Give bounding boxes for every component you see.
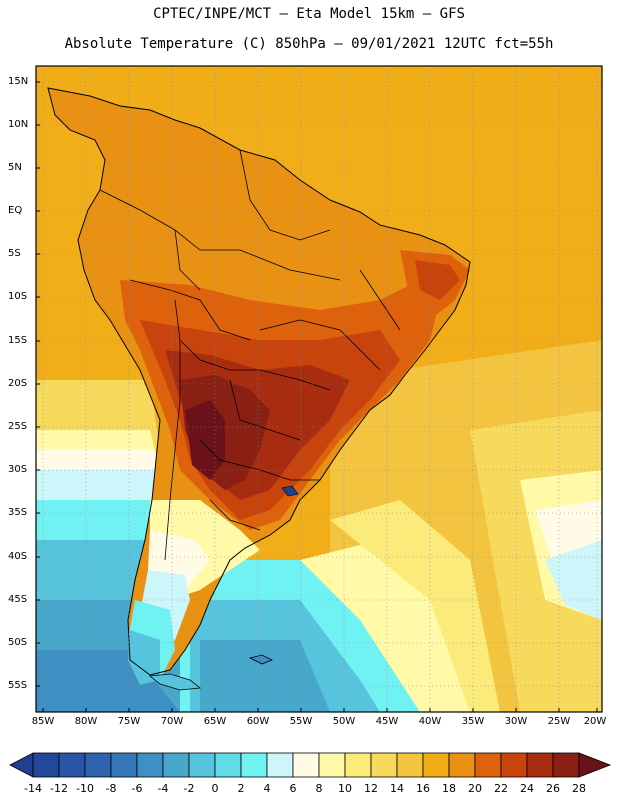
- colorbar-swatch: [162, 752, 190, 778]
- lon-label: 35W: [461, 716, 485, 727]
- colorbar-swatch: [136, 752, 164, 778]
- lon-label: 60W: [246, 716, 270, 727]
- lat-label: 55S: [8, 680, 28, 691]
- lon-label: 65W: [203, 716, 227, 727]
- colorbar-swatch: [500, 752, 528, 778]
- south-ocean-deep: [200, 640, 330, 712]
- colorbar-swatch: [292, 752, 320, 778]
- colorbar-label: -10: [76, 782, 94, 795]
- lat-label: 20S: [8, 378, 28, 389]
- colorbar-label: -4: [157, 782, 169, 795]
- lat-label: EQ: [8, 205, 23, 216]
- ne-brazil-hotter: [415, 260, 460, 300]
- map-frame: [35, 65, 603, 713]
- colorbar-swatch: [526, 752, 554, 778]
- colorbar-label: 2: [237, 782, 245, 795]
- colorbar: [9, 752, 612, 778]
- patagonia-colder: [128, 630, 160, 685]
- south-ocean-yellow: [330, 500, 500, 712]
- colorbar-label: 8: [315, 782, 323, 795]
- colorbar-label: 26: [546, 782, 560, 795]
- lat-label: 40S: [8, 551, 28, 562]
- colorbar-label: 10: [338, 782, 352, 795]
- map-title-line2: Absolute Temperature (C) 850hPa – 09/01/…: [64, 36, 554, 52]
- colorbar-label: 14: [390, 782, 404, 795]
- lat-label: 30S: [8, 464, 28, 475]
- lat-label: 15S: [8, 335, 28, 346]
- lat-label: 10N: [8, 119, 29, 130]
- colorbar-label: 24: [520, 782, 534, 795]
- lat-label: 25S: [8, 421, 28, 432]
- colorbar-label: -12: [50, 782, 68, 795]
- south-atlantic-cyan: [545, 540, 602, 620]
- colorbar-label: 6: [289, 782, 297, 795]
- pacific-deep: [36, 650, 180, 712]
- colorbar-swatch: [370, 752, 398, 778]
- colorbar-left-arrow: [9, 752, 34, 778]
- colorbar-label: -14: [24, 782, 42, 795]
- lon-label: 75W: [117, 716, 141, 727]
- colorbar-swatch: [552, 752, 580, 778]
- lon-label: 40W: [418, 716, 442, 727]
- colorbar-label: 28: [572, 782, 586, 795]
- colorbar-swatch: [58, 752, 86, 778]
- lon-label: 20W: [583, 716, 607, 727]
- lon-label: 25W: [547, 716, 571, 727]
- colorbar-swatch: [474, 752, 502, 778]
- lat-label: 15N: [8, 76, 29, 87]
- lat-label: 45S: [8, 594, 28, 605]
- colorbar-right-arrow: [578, 752, 612, 778]
- colorbar-label: 16: [416, 782, 430, 795]
- lagoa-dos-patos: [281, 485, 299, 497]
- lat-label: 50S: [8, 637, 28, 648]
- colorbar-label: 4: [263, 782, 271, 795]
- lon-label: 70W: [160, 716, 184, 727]
- lat-label: 5N: [8, 162, 22, 173]
- tierra-del-fuego: [148, 673, 202, 691]
- colorbar-swatch: [422, 752, 450, 778]
- lon-label: 50W: [332, 716, 356, 727]
- colorbar-label: -2: [183, 782, 195, 795]
- lat-label: 35S: [8, 507, 28, 518]
- colorbar-swatch: [396, 752, 424, 778]
- colorbar-swatch: [84, 752, 112, 778]
- colorbar-label: -6: [131, 782, 143, 795]
- colorbar-swatch: [318, 752, 346, 778]
- axis-ticks: [36, 81, 598, 712]
- colorbar-label: 22: [494, 782, 508, 795]
- map-title-line1: CPTEC/INPE/MCT – Eta Model 15km – GFS: [153, 6, 465, 22]
- colorbar-label: 18: [442, 782, 456, 795]
- lon-label: 80W: [74, 716, 98, 727]
- colorbar-swatch: [214, 752, 242, 778]
- colorbar-label: -8: [105, 782, 117, 795]
- colorbar-label: 20: [468, 782, 482, 795]
- lat-label: 10S: [8, 291, 28, 302]
- lon-label: 30W: [504, 716, 528, 727]
- lon-label: 55W: [289, 716, 313, 727]
- colorbar-swatch: [266, 752, 294, 778]
- colorbar-swatch: [32, 752, 60, 778]
- colorbar-swatch: [240, 752, 268, 778]
- lat-label: 5S: [8, 248, 21, 259]
- colorbar-label: 0: [211, 782, 219, 795]
- colorbar-swatch: [110, 752, 138, 778]
- land-extreme-region: [185, 400, 225, 480]
- colorbar-swatch: [448, 752, 476, 778]
- lon-label: 85W: [31, 716, 55, 727]
- colorbar-swatch: [344, 752, 372, 778]
- coastline: [47, 87, 471, 676]
- colorbar-label: 12: [364, 782, 378, 795]
- colorbar-swatch: [188, 752, 216, 778]
- lon-label: 45W: [375, 716, 399, 727]
